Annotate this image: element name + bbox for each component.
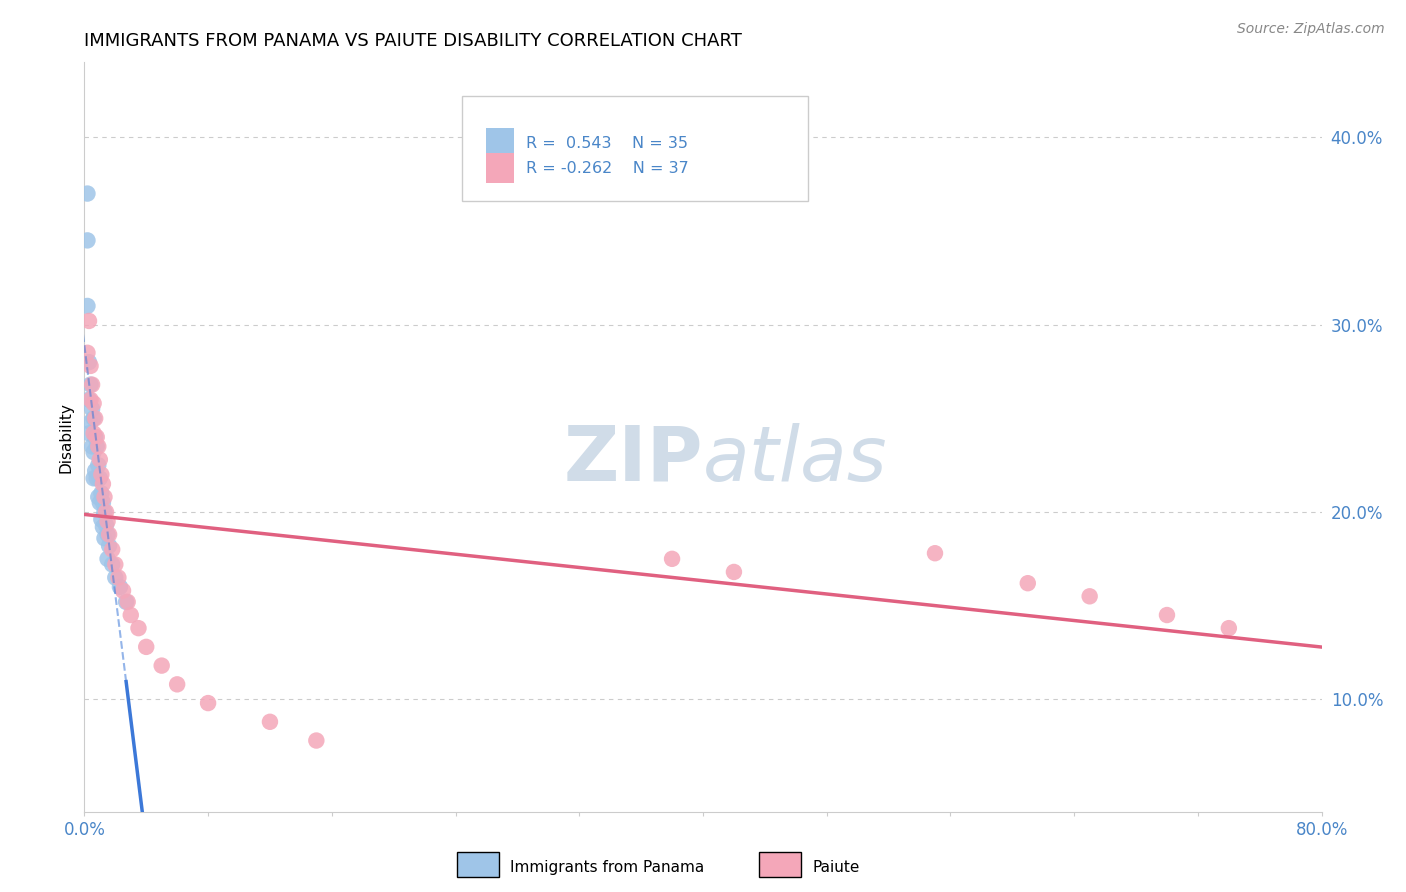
Point	[90, 486, 112, 500]
Point	[93, 505, 115, 519]
Point	[76, 186, 98, 201]
Point	[166, 677, 188, 691]
Point	[89, 452, 111, 467]
Point	[93, 490, 115, 504]
Text: ZIP: ZIP	[564, 423, 703, 497]
Point	[86, 440, 108, 453]
Point	[83, 471, 105, 485]
Point	[96, 527, 118, 541]
Point	[79, 415, 101, 429]
Point	[723, 565, 745, 579]
Point	[101, 542, 124, 557]
Text: R = -0.262    N = 37: R = -0.262 N = 37	[526, 161, 689, 176]
Point	[96, 551, 118, 566]
Point	[104, 571, 127, 585]
Point	[83, 426, 105, 441]
Point	[91, 520, 114, 534]
Point	[93, 531, 115, 545]
Text: Immigrants from Panama: Immigrants from Panama	[510, 861, 704, 875]
Point	[86, 471, 108, 485]
Point	[96, 514, 118, 528]
Point	[90, 467, 112, 482]
FancyBboxPatch shape	[486, 153, 513, 183]
Point	[91, 476, 114, 491]
Point	[108, 580, 131, 594]
Point	[305, 733, 328, 747]
Point	[94, 518, 117, 533]
Point	[120, 608, 142, 623]
Point	[89, 471, 111, 485]
Point	[82, 377, 104, 392]
FancyBboxPatch shape	[486, 128, 513, 159]
Point	[150, 658, 173, 673]
Point	[76, 233, 98, 247]
Point	[127, 621, 149, 635]
Point	[82, 440, 104, 453]
Point	[84, 411, 107, 425]
Point	[112, 583, 135, 598]
Point	[77, 355, 100, 369]
Point	[79, 359, 101, 373]
Point	[101, 558, 124, 572]
Point	[87, 440, 110, 453]
FancyBboxPatch shape	[461, 96, 808, 201]
Point	[76, 299, 98, 313]
Point	[94, 505, 117, 519]
Point	[98, 539, 121, 553]
Point	[83, 396, 105, 410]
Point	[98, 527, 121, 541]
Point	[83, 445, 105, 459]
Point	[87, 490, 110, 504]
Point	[259, 714, 281, 729]
Point	[84, 464, 107, 478]
Point	[1078, 589, 1101, 603]
Point	[84, 430, 107, 444]
Point	[79, 392, 101, 407]
Text: Source: ZipAtlas.com: Source: ZipAtlas.com	[1237, 22, 1385, 37]
Text: IMMIGRANTS FROM PANAMA VS PAIUTE DISABILITY CORRELATION CHART: IMMIGRANTS FROM PANAMA VS PAIUTE DISABIL…	[84, 32, 742, 50]
Point	[87, 458, 110, 473]
Point	[107, 571, 129, 585]
Point	[76, 345, 98, 359]
Point	[117, 595, 139, 609]
Point	[77, 392, 100, 407]
Point	[104, 558, 127, 572]
Point	[77, 426, 100, 441]
Point	[661, 551, 683, 566]
Point	[82, 401, 104, 416]
Point	[135, 640, 157, 654]
Point	[1156, 608, 1178, 623]
Point	[89, 496, 111, 510]
Point	[90, 512, 112, 526]
Point	[1218, 621, 1240, 635]
Text: R =  0.543    N = 35: R = 0.543 N = 35	[526, 136, 688, 151]
Point	[924, 546, 946, 560]
Point	[83, 411, 105, 425]
Point	[115, 595, 138, 609]
Point	[1017, 576, 1039, 591]
Text: Paiute: Paiute	[813, 861, 860, 875]
Point	[86, 430, 108, 444]
Point	[91, 496, 114, 510]
Point	[77, 314, 100, 328]
Point	[79, 377, 101, 392]
Y-axis label: Disability: Disability	[58, 401, 73, 473]
Point	[197, 696, 219, 710]
Text: atlas: atlas	[703, 423, 887, 497]
